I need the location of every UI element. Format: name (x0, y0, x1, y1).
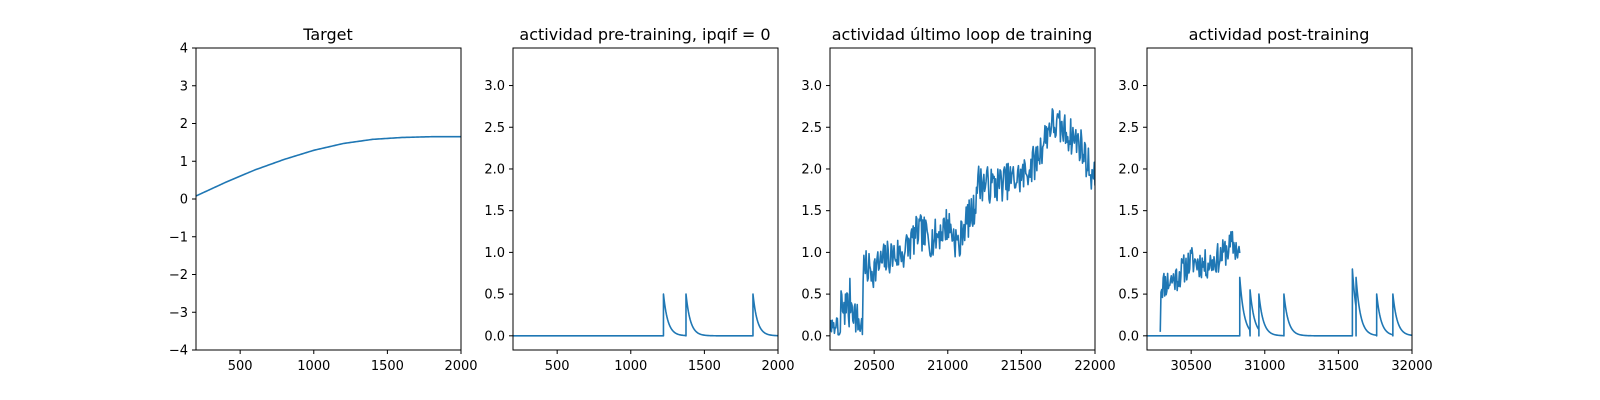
target-series-line-0 (196, 135, 461, 197)
post-training-y-tick-label: 0.0 (1118, 329, 1139, 344)
post-training-series-line-0 (1159, 230, 1241, 332)
last-training-loop-series-line-0 (830, 108, 1095, 336)
pre-training-x-tick-label: 500 (545, 359, 570, 374)
last-training-loop-panel: actividad último loop de training 20500 2… (801, 25, 1115, 374)
post-training-axes-frame (1146, 47, 1413, 351)
pre-training-title: actividad pre-training, ipqif = 0 (519, 25, 770, 44)
last-training-loop-y-tick-label: 0.5 (801, 288, 822, 303)
post-training-x-tick-label: 30500 (1170, 359, 1211, 374)
pre-training-y-tick-label: 0.0 (484, 329, 505, 344)
last-training-loop-x-tick-label: 21500 (1001, 359, 1042, 374)
pre-training-axes-frame (512, 47, 779, 351)
post-training-x-tick-label: 31000 (1244, 359, 1285, 374)
post-training-y-tick-label: 0.5 (1118, 288, 1139, 303)
pre-training-x-tick-label: 1000 (614, 359, 647, 374)
target-x-tick-label: 1500 (371, 359, 404, 374)
post-training-title: actividad post-training (1189, 25, 1370, 44)
pre-training-series-line-0 (513, 293, 778, 337)
pre-training-y-tick-label: 1.5 (484, 204, 505, 219)
last-training-loop-y-tick-label: 1.5 (801, 204, 822, 219)
pre-training-y-tick-label: 3.0 (484, 79, 505, 94)
target-x-tick-label: 500 (228, 359, 253, 374)
last-training-loop-y-tick-label: 1.0 (801, 246, 822, 261)
pre-training-y-tick-label: 2.5 (484, 121, 505, 136)
post-training-y-tick-label: 1.5 (1118, 204, 1139, 219)
pre-training-panel: actividad pre-training, ipqif = 0 500 100… (484, 25, 794, 374)
last-training-loop-x-tick-label: 21000 (927, 359, 968, 374)
last-training-loop-y-tick-label: 2.0 (801, 162, 822, 177)
target-x-tick-label: 2000 (444, 359, 477, 374)
post-training-y-tick-label: 3.0 (1118, 79, 1139, 94)
target-y-tick-label: 2 (180, 117, 188, 132)
target-y-tick-label: −1 (169, 230, 188, 245)
post-training-x-tick-label: 31500 (1318, 359, 1359, 374)
target-y-tick-label: −4 (169, 344, 188, 359)
pre-training-y-tick-label: 2.0 (484, 162, 505, 177)
post-training-y-tick-label: 2.0 (1118, 162, 1139, 177)
last-training-loop-y-tick-label: 2.5 (801, 121, 822, 136)
last-training-loop-y-tick-label: 3.0 (801, 79, 822, 94)
target-y-tick-label: 1 (180, 155, 188, 170)
target-panel: Target 500 1000 1500 2000 −4 −3 −2 −1 0 1 2 3 4 (169, 25, 478, 374)
target-title: Target (302, 25, 353, 44)
target-y-tick-label: 4 (180, 42, 188, 57)
pre-training-y-tick-label: 0.5 (484, 288, 505, 303)
pre-training-y-tick-label: 1.0 (484, 246, 505, 261)
post-training-y-tick-label: 2.5 (1118, 121, 1139, 136)
target-y-tick-label: 3 (180, 79, 188, 94)
target-y-tick-label: −2 (169, 268, 188, 283)
target-x-tick-label: 1000 (297, 359, 330, 374)
post-training-panel: actividad post-training 30500 31000 31500 3… (1118, 25, 1432, 374)
target-y-tick-label: −3 (169, 306, 188, 321)
last-training-loop-y-tick-label: 0.0 (801, 329, 822, 344)
post-training-y-tick-label: 1.0 (1118, 246, 1139, 261)
pre-training-x-tick-label: 1500 (688, 359, 721, 374)
last-training-loop-x-tick-label: 22000 (1074, 359, 1115, 374)
post-training-x-tick-label: 32000 (1391, 359, 1432, 374)
pre-training-x-tick-label: 2000 (761, 359, 794, 374)
target-y-tick-label: 0 (180, 193, 188, 208)
last-training-loop-title: actividad último loop de training (832, 25, 1093, 44)
last-training-loop-axes-frame (829, 47, 1096, 351)
last-training-loop-x-tick-label: 20500 (853, 359, 894, 374)
post-training-series-line-1 (1147, 268, 1412, 337)
